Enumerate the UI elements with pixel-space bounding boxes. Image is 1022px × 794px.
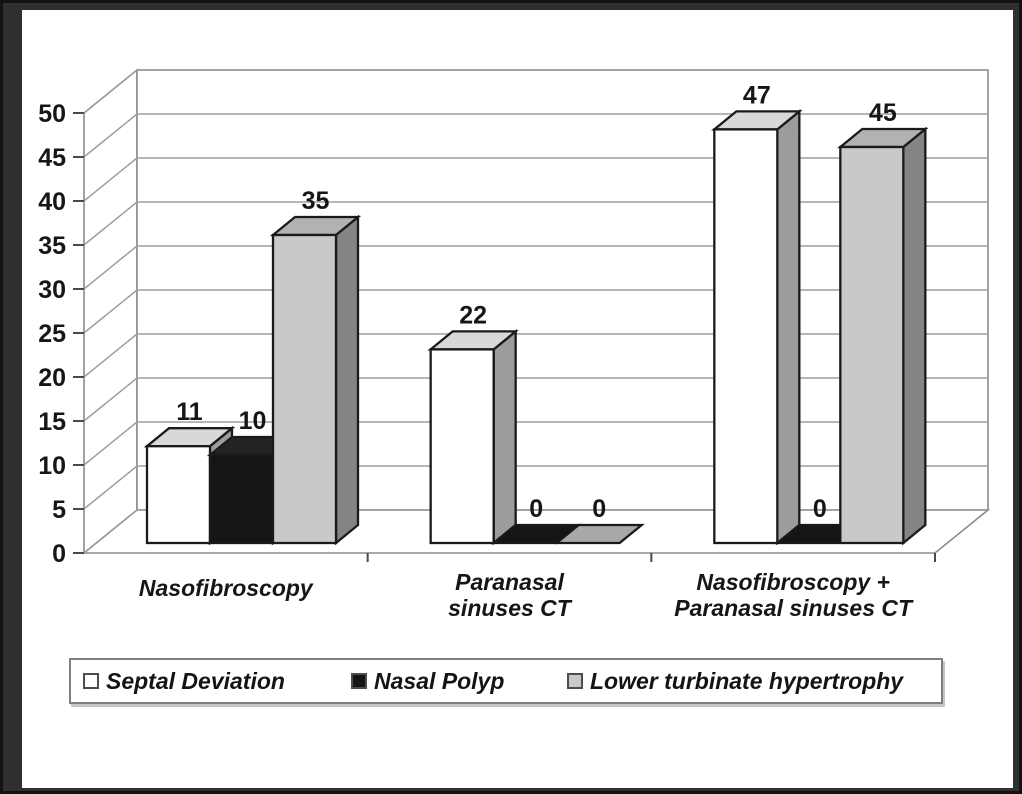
bar-c1-s2 xyxy=(553,523,645,545)
bars xyxy=(143,108,929,546)
bar-value-label: 45 xyxy=(869,99,897,127)
category-labels: Nasofibroscopy Paranasal sinuses CT Nasofib… xyxy=(139,569,914,621)
bar-value-label: 47 xyxy=(743,81,771,109)
y-tick-label: 30 xyxy=(38,276,66,304)
bar-value-label: 11 xyxy=(176,398,203,426)
y-tick-label: 35 xyxy=(38,232,66,260)
y-axis: 0 5 10 15 20 25 30 35 40 45 50 xyxy=(38,100,936,568)
bar-c1-s0 xyxy=(427,328,519,546)
y-tick-label: 20 xyxy=(38,364,66,392)
legend-label-lower-turbinate-hypertrophy: Lower turbinate hypertrophy xyxy=(590,667,904,694)
y-tick-label: 45 xyxy=(38,144,66,172)
legend-swatch-lower-turbinate-hypertrophy xyxy=(567,673,583,689)
bar-value-label: 35 xyxy=(302,187,330,215)
y-tick-label: 0 xyxy=(52,540,66,568)
legend-item-nasal-polyp: Nasal Polyp xyxy=(351,660,504,702)
bar-c2-s0 xyxy=(711,108,803,546)
legend-swatch-nasal-polyp xyxy=(351,673,367,689)
legend-label-septal-deviation: Septal Deviation xyxy=(106,667,285,694)
legend-label-nasal-polyp: Nasal Polyp xyxy=(374,667,505,694)
y-tick-label: 5 xyxy=(52,496,66,524)
bar-value-labels: 11 10 35 22 0 0 47 0 45 xyxy=(176,81,897,523)
category-label: Paranasal sinuses CT xyxy=(448,569,573,621)
bar-c2-s2 xyxy=(837,126,929,546)
bar-value-label: 0 xyxy=(813,495,827,523)
y-tick-label: 25 xyxy=(38,320,66,348)
bar-value-label: 0 xyxy=(529,495,543,523)
y-tick-label: 10 xyxy=(38,452,66,480)
category-label: Nasofibroscopy + Paranasal sinuses CT xyxy=(674,569,914,621)
y-tick-label: 15 xyxy=(38,408,66,436)
category-label: Nasofibroscopy xyxy=(139,575,314,601)
y-tick-label: 40 xyxy=(38,188,66,216)
bar-value-label: 22 xyxy=(459,301,487,329)
bar-value-label: 0 xyxy=(592,495,606,523)
legend: Septal Deviation Nasal Polyp Lower turbi… xyxy=(69,658,943,704)
y-tick-label: 50 xyxy=(38,100,66,128)
legend-item-septal-deviation: Septal Deviation xyxy=(83,660,285,702)
bar-c0-s2 xyxy=(269,214,362,546)
legend-item-lower-turbinate-hypertrophy: Lower turbinate hypertrophy xyxy=(567,660,903,702)
bar-value-label: 10 xyxy=(239,407,267,435)
legend-swatch-septal-deviation xyxy=(83,673,99,689)
